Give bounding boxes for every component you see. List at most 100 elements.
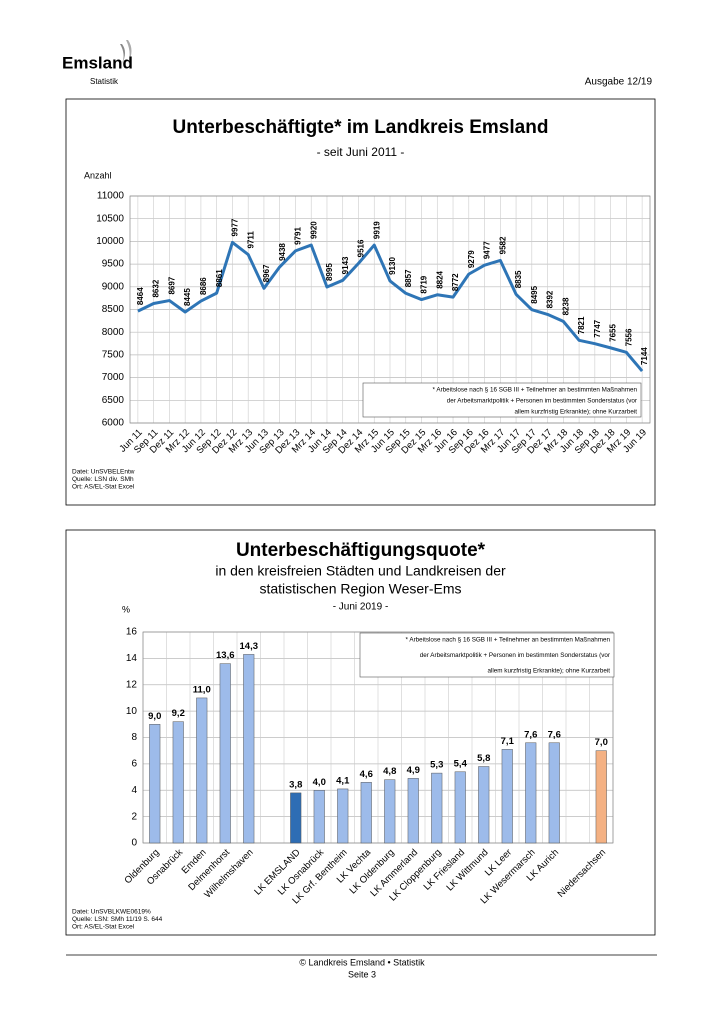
data-label: 8995 bbox=[325, 263, 334, 281]
data-label: 9279 bbox=[467, 250, 476, 268]
bar bbox=[384, 779, 396, 844]
bar bbox=[360, 782, 372, 844]
data-label: 4,8 bbox=[383, 766, 396, 777]
data-label: 9143 bbox=[341, 256, 350, 274]
data-label: 8861 bbox=[215, 269, 224, 287]
footer-copyright: © Landkreis Emsland • Statistik bbox=[299, 957, 425, 967]
note-box bbox=[359, 632, 615, 678]
y-tick-label: 12 bbox=[126, 679, 138, 690]
note-text: * Arbeitslose nach § 16 SGB III + Teilne… bbox=[433, 387, 638, 394]
bar bbox=[478, 766, 490, 844]
data-label: 7,6 bbox=[524, 729, 537, 740]
bar bbox=[431, 772, 443, 844]
y-tick-label: 9000 bbox=[102, 281, 125, 292]
source-text: Quelle: LSN div. SMh bbox=[72, 476, 134, 483]
department: Statistik bbox=[90, 77, 119, 86]
chart-subtitle: in den kreisfreien Städten und Landkreis… bbox=[215, 563, 506, 579]
y-tick-label: 8500 bbox=[102, 304, 125, 315]
bar bbox=[219, 663, 231, 844]
source-text: Ort: AS/EL-Stat Excel bbox=[72, 484, 135, 491]
note-text: allem kurzfristig Erkrankte); ohne Kurza… bbox=[488, 668, 611, 675]
chart-subtitle: - Juni 2019 - bbox=[333, 602, 389, 613]
data-label: 8445 bbox=[183, 288, 192, 306]
y-tick-label: 6500 bbox=[102, 395, 125, 406]
bar bbox=[313, 790, 325, 844]
data-label: 9711 bbox=[246, 231, 255, 249]
y-tick-label: 2 bbox=[131, 811, 137, 822]
data-label: 7821 bbox=[577, 316, 586, 334]
data-label: 9582 bbox=[498, 236, 507, 254]
data-label: 8464 bbox=[136, 287, 145, 305]
data-label: 4,1 bbox=[336, 775, 350, 786]
data-label: 13,6 bbox=[216, 650, 235, 661]
y-tick-label: 10500 bbox=[96, 213, 124, 224]
y-tick-label: 6000 bbox=[102, 418, 125, 429]
data-label: 9977 bbox=[231, 218, 240, 236]
y-tick-label: 4 bbox=[131, 785, 137, 796]
data-label: 5,8 bbox=[477, 753, 490, 764]
data-label: 5,4 bbox=[454, 758, 468, 769]
note-text: allem kurzfristig Erkrankte); ohne Kurza… bbox=[515, 408, 638, 415]
data-label: 8632 bbox=[152, 279, 161, 297]
source-text: Datei: UnSVBLKWE0619% bbox=[72, 909, 151, 916]
data-label: 8967 bbox=[262, 264, 271, 282]
note-box bbox=[362, 382, 642, 418]
data-label: 9,0 bbox=[148, 711, 161, 722]
data-label: 8238 bbox=[561, 297, 570, 315]
logo-swoosh bbox=[126, 40, 132, 64]
plot-frame bbox=[142, 631, 614, 844]
bar bbox=[407, 778, 419, 844]
data-label: 8719 bbox=[420, 275, 429, 293]
chart-title: Unterbeschäftigungsquote* bbox=[236, 540, 486, 561]
chart-subtitle: statistischen Region Weser-Ems bbox=[259, 581, 461, 597]
plot-frame bbox=[129, 195, 651, 424]
y-axis-label: Anzahl bbox=[84, 170, 112, 180]
bar bbox=[243, 654, 255, 844]
source-text: Datei: UnSVBELEntw bbox=[72, 469, 135, 476]
y-tick-label: 10 bbox=[126, 706, 138, 717]
data-label: 8824 bbox=[435, 270, 444, 288]
bar bbox=[548, 742, 560, 844]
data-label: 7556 bbox=[624, 328, 633, 346]
data-label: 8495 bbox=[530, 285, 539, 303]
data-label: 7,0 bbox=[595, 737, 608, 748]
data-label: 4,9 bbox=[407, 765, 420, 776]
data-label: 7,1 bbox=[501, 736, 515, 747]
data-label: 8392 bbox=[546, 290, 555, 308]
data-label: 14,3 bbox=[240, 641, 259, 652]
data-label: 8686 bbox=[199, 277, 208, 295]
y-tick-label: 7000 bbox=[102, 372, 125, 383]
y-tick-label: 10000 bbox=[96, 236, 124, 247]
bar bbox=[290, 792, 302, 844]
bar bbox=[196, 697, 208, 844]
y-tick-label: 6 bbox=[131, 759, 137, 770]
y-tick-label: 7500 bbox=[102, 350, 125, 361]
data-label: 4,0 bbox=[313, 777, 326, 788]
data-label: 7144 bbox=[640, 347, 649, 365]
data-label: 3,8 bbox=[289, 779, 302, 790]
data-label: 8697 bbox=[168, 276, 177, 294]
y-tick-label: 8 bbox=[131, 732, 137, 743]
y-tick-label: 8000 bbox=[102, 327, 125, 338]
bar bbox=[595, 750, 607, 844]
data-label: 9920 bbox=[309, 221, 318, 239]
data-label: 9438 bbox=[278, 243, 287, 261]
data-label: 5,3 bbox=[430, 760, 443, 771]
data-label: 9791 bbox=[294, 227, 303, 245]
data-label: 7655 bbox=[609, 324, 618, 342]
bar bbox=[454, 771, 466, 844]
data-label: 7747 bbox=[593, 319, 602, 337]
chart-subtitle: - seit Juni 2011 - bbox=[317, 145, 405, 159]
bar bbox=[525, 742, 537, 844]
y-tick-label: 16 bbox=[126, 627, 138, 638]
issue: Ausgabe 12/19 bbox=[585, 77, 653, 88]
bar bbox=[501, 749, 513, 844]
data-label: 9477 bbox=[483, 241, 492, 259]
data-label: 7,6 bbox=[548, 729, 561, 740]
data-label: 9516 bbox=[357, 239, 366, 257]
logo: Emsland bbox=[62, 53, 133, 72]
data-label: 4,6 bbox=[360, 769, 373, 780]
bar bbox=[337, 788, 349, 844]
source-text: Quelle: LSN: SMh 11/19 S. 644 bbox=[72, 916, 163, 923]
data-label: 9,2 bbox=[172, 708, 185, 719]
